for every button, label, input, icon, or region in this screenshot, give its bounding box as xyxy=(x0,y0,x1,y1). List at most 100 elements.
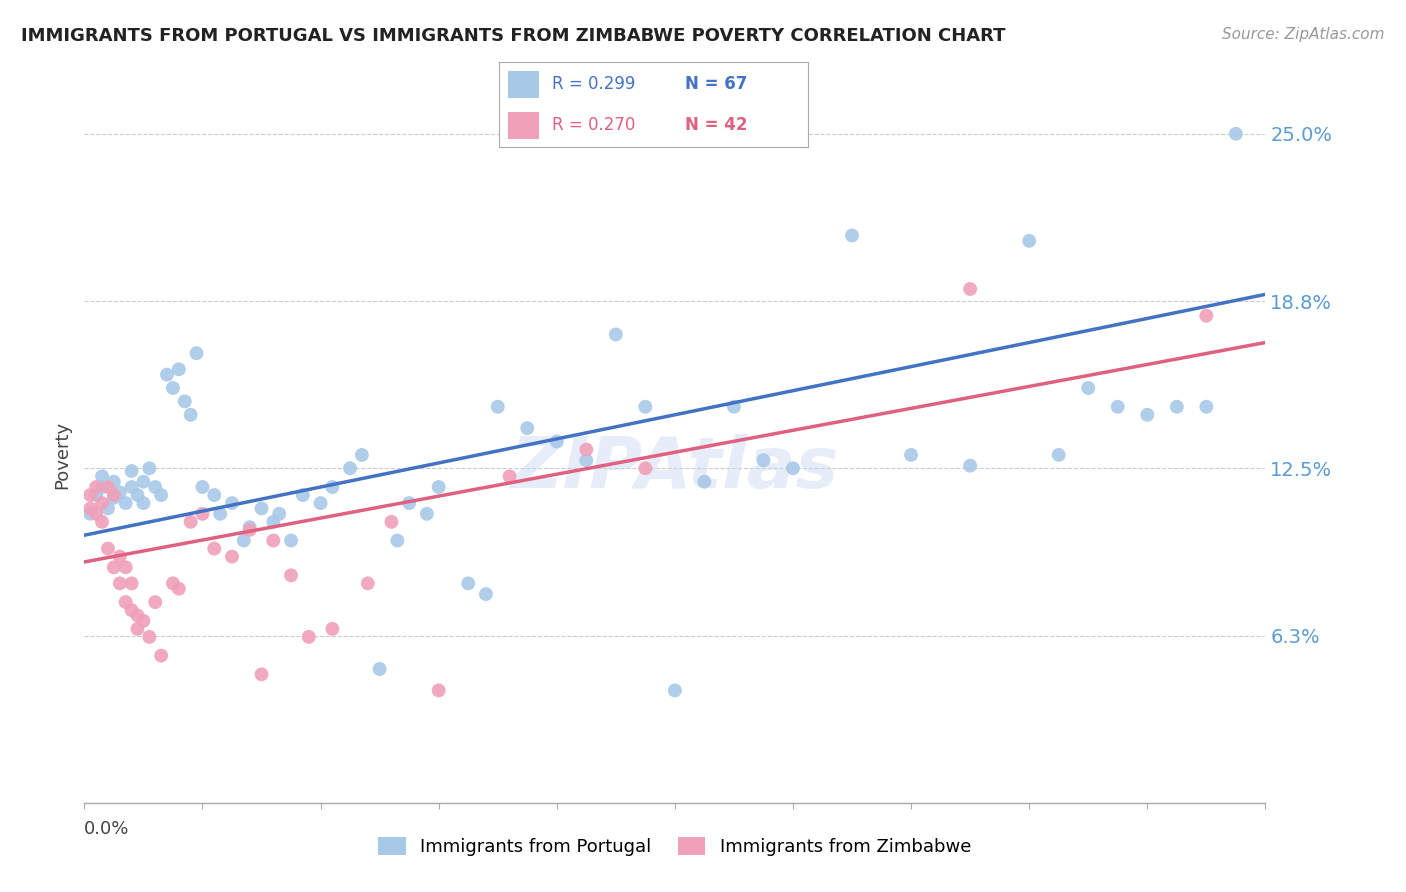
Point xyxy=(138,630,160,644)
Point xyxy=(262,515,284,529)
Point xyxy=(97,541,120,556)
Point xyxy=(575,442,598,457)
Point xyxy=(132,496,155,510)
Point xyxy=(269,507,291,521)
Point xyxy=(280,533,302,548)
Point xyxy=(239,520,262,534)
Point xyxy=(262,533,284,548)
Point xyxy=(180,515,202,529)
Point xyxy=(162,381,184,395)
Point xyxy=(121,480,143,494)
Point xyxy=(79,501,101,516)
Point xyxy=(79,507,101,521)
Point xyxy=(84,488,107,502)
Point xyxy=(143,595,166,609)
Point xyxy=(350,448,373,462)
Point xyxy=(132,475,155,489)
Point xyxy=(173,394,195,409)
Point xyxy=(1225,127,1247,141)
Point xyxy=(634,400,657,414)
Point xyxy=(191,507,214,521)
Point xyxy=(121,576,143,591)
Point xyxy=(221,496,243,510)
Point xyxy=(1195,309,1218,323)
Point xyxy=(634,461,657,475)
Point xyxy=(1018,234,1040,248)
Point xyxy=(280,568,302,582)
Point xyxy=(91,496,114,510)
Bar xyxy=(509,112,540,139)
Point xyxy=(900,448,922,462)
Point xyxy=(97,480,120,494)
Point xyxy=(121,603,143,617)
Point xyxy=(79,488,101,502)
Text: 0.0%: 0.0% xyxy=(84,821,129,838)
Text: Source: ZipAtlas.com: Source: ZipAtlas.com xyxy=(1222,27,1385,42)
Point xyxy=(162,576,184,591)
Point xyxy=(202,488,225,502)
Point xyxy=(498,469,520,483)
Point xyxy=(841,228,863,243)
Point xyxy=(202,541,225,556)
Point xyxy=(127,622,149,636)
Point xyxy=(108,485,131,500)
Point xyxy=(232,533,254,548)
Point xyxy=(664,683,686,698)
Point xyxy=(91,515,114,529)
Point xyxy=(143,480,166,494)
Point xyxy=(91,480,114,494)
Point xyxy=(1166,400,1188,414)
Point xyxy=(427,480,450,494)
Point xyxy=(427,683,450,698)
Point xyxy=(605,327,627,342)
Point xyxy=(127,608,149,623)
Point xyxy=(1047,448,1070,462)
Point xyxy=(1077,381,1099,395)
Text: R = 0.299: R = 0.299 xyxy=(551,76,636,94)
Point xyxy=(387,533,409,548)
Point xyxy=(309,496,332,510)
Point xyxy=(1107,400,1129,414)
Point xyxy=(167,362,190,376)
Point xyxy=(150,488,173,502)
Point xyxy=(114,560,136,574)
Point xyxy=(103,491,125,505)
Point xyxy=(156,368,179,382)
Point xyxy=(380,515,402,529)
Point xyxy=(516,421,538,435)
Point xyxy=(132,614,155,628)
Point xyxy=(250,667,273,681)
Point xyxy=(321,622,343,636)
Point xyxy=(84,480,107,494)
Point xyxy=(368,662,391,676)
Point xyxy=(693,475,716,489)
Y-axis label: Poverty: Poverty xyxy=(53,421,72,489)
Point xyxy=(752,453,775,467)
Point xyxy=(138,461,160,475)
Point xyxy=(1136,408,1159,422)
Point xyxy=(209,507,232,521)
Point xyxy=(457,576,479,591)
Point xyxy=(103,560,125,574)
Point xyxy=(180,408,202,422)
Bar xyxy=(509,71,540,98)
Point xyxy=(782,461,804,475)
Point xyxy=(121,464,143,478)
Point xyxy=(167,582,190,596)
Point xyxy=(91,469,114,483)
Point xyxy=(150,648,173,663)
Point xyxy=(114,496,136,510)
Point xyxy=(221,549,243,564)
Point xyxy=(186,346,208,360)
Point xyxy=(959,282,981,296)
Point xyxy=(114,595,136,609)
Point xyxy=(486,400,509,414)
Point xyxy=(103,475,125,489)
Text: IMMIGRANTS FROM PORTUGAL VS IMMIGRANTS FROM ZIMBABWE POVERTY CORRELATION CHART: IMMIGRANTS FROM PORTUGAL VS IMMIGRANTS F… xyxy=(21,27,1005,45)
Point xyxy=(127,488,149,502)
Point xyxy=(191,480,214,494)
Text: ZIPAtlas: ZIPAtlas xyxy=(510,434,839,503)
Point xyxy=(575,453,598,467)
Point xyxy=(475,587,498,601)
Point xyxy=(321,480,343,494)
